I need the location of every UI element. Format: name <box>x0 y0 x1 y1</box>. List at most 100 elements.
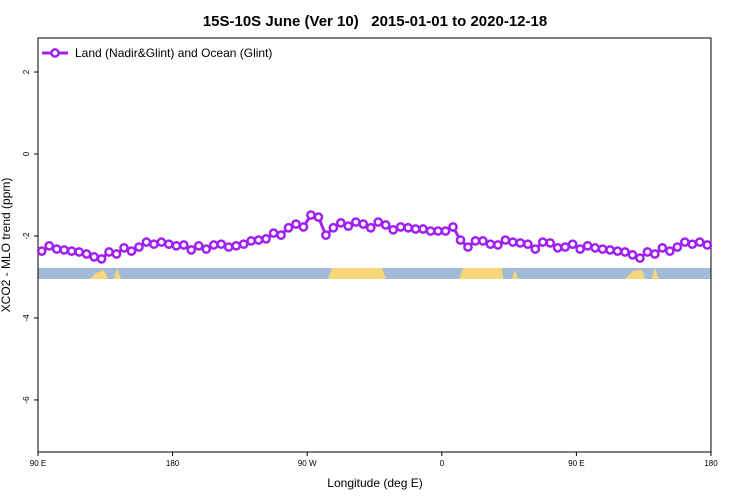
data-point <box>380 220 391 230</box>
data-point <box>410 224 421 234</box>
data-point <box>373 217 384 227</box>
land-band <box>625 270 645 279</box>
data-point <box>66 246 77 256</box>
data-point <box>522 239 533 250</box>
data-point <box>620 247 630 257</box>
x-tick-label: 180 <box>704 459 718 468</box>
data-point <box>313 212 324 222</box>
land-band <box>459 268 503 279</box>
data-point <box>395 222 406 232</box>
data-point <box>515 238 526 248</box>
data-point <box>642 247 653 257</box>
data-point <box>388 224 399 235</box>
data-point <box>321 230 331 241</box>
data-point <box>679 237 690 247</box>
land-band <box>114 268 121 279</box>
data-point <box>134 242 144 252</box>
data-point <box>440 226 451 236</box>
data-point <box>126 246 137 256</box>
data-point <box>74 247 84 257</box>
data-point <box>298 222 309 232</box>
data-point <box>178 240 189 250</box>
data-point <box>582 240 593 251</box>
data-point <box>350 217 361 227</box>
data-point <box>507 237 518 247</box>
land-band <box>90 270 108 279</box>
data-point <box>201 244 212 254</box>
data-point <box>96 254 107 264</box>
data-point <box>246 236 256 246</box>
data-point <box>223 242 234 252</box>
data-point <box>291 219 301 229</box>
data-point <box>665 246 675 256</box>
data-point <box>478 236 488 246</box>
y-axis-label: XCO2 - MLO trend (ppm) <box>0 178 13 313</box>
data-point <box>635 253 645 263</box>
data-point <box>283 222 294 233</box>
y-tick-label: 2 <box>22 69 31 74</box>
land-band <box>512 270 518 279</box>
y-tick-label: -6 <box>22 396 31 404</box>
data-point <box>216 239 227 250</box>
legend-marker <box>50 48 60 58</box>
data-point <box>567 239 578 250</box>
data-point <box>208 240 219 250</box>
data-point <box>365 222 376 233</box>
x-tick-label: 90 E <box>30 459 46 468</box>
data-point <box>193 240 204 251</box>
data-point <box>425 226 436 236</box>
data-point <box>493 240 503 250</box>
data-point <box>687 239 698 250</box>
y-tick-label: -4 <box>22 314 31 322</box>
data-point <box>448 222 458 232</box>
data-point <box>552 243 563 253</box>
x-tick-label: 0 <box>440 459 445 468</box>
data-point <box>433 226 443 236</box>
data-point <box>627 249 638 260</box>
data-point <box>171 240 182 251</box>
data-point <box>530 244 541 254</box>
data-point <box>238 239 249 250</box>
y-tick-label: -2 <box>22 232 31 240</box>
land-band <box>652 268 659 279</box>
data-point <box>590 243 600 253</box>
legend-label: Land (Nadir&Glint) and Ocean (Glint) <box>75 46 272 60</box>
data-point <box>545 238 556 248</box>
x-tick-label: 90 E <box>568 459 584 468</box>
data-point <box>231 240 242 251</box>
data-point <box>119 243 129 253</box>
data-point <box>276 230 286 241</box>
data-point <box>59 245 70 255</box>
data-point <box>261 234 271 244</box>
data-point <box>253 235 264 245</box>
data-point <box>336 218 346 228</box>
data-point <box>650 249 660 259</box>
data-point <box>418 224 428 234</box>
data-point <box>485 239 496 250</box>
data-point <box>149 239 159 250</box>
data-point <box>343 221 354 231</box>
data-point <box>537 237 548 247</box>
data-point <box>81 249 92 259</box>
data-point <box>463 242 473 252</box>
data-point <box>470 236 481 246</box>
data-point <box>306 210 316 220</box>
data-point <box>672 242 683 252</box>
data-point <box>104 247 114 257</box>
data-point <box>268 228 279 238</box>
data-point <box>500 235 511 245</box>
chart-title: 15S-10S June (Ver 10) 2015-01-01 to 2020… <box>203 13 547 30</box>
data-point <box>36 246 47 256</box>
data-point <box>455 235 466 245</box>
land-band <box>328 268 386 279</box>
data-point <box>694 237 705 247</box>
data-point <box>403 222 413 233</box>
x-tick-label: 90 W <box>298 459 317 468</box>
x-tick-label: 180 <box>166 459 180 468</box>
data-point <box>575 244 585 254</box>
data-point <box>111 249 122 259</box>
data-point <box>657 243 668 253</box>
surface-band <box>38 268 711 279</box>
data-point <box>44 240 55 251</box>
data-point <box>597 244 608 254</box>
